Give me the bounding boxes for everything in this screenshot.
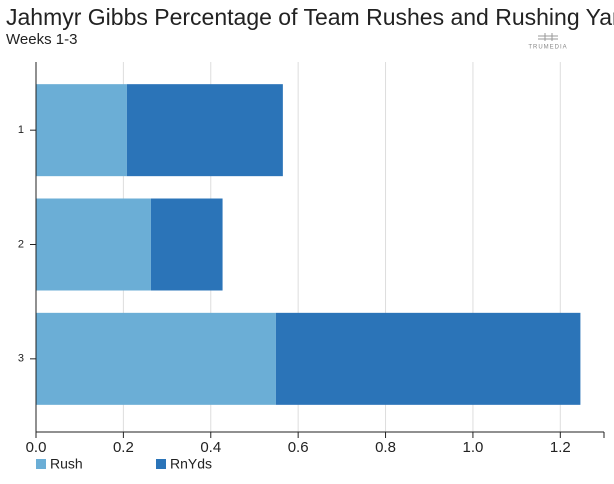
bar-segment	[126, 84, 283, 177]
y-tick-label: 1	[18, 124, 24, 136]
legend-swatch	[156, 459, 166, 469]
x-tick-label: 0.0	[26, 439, 47, 456]
bar-segment	[150, 198, 223, 291]
x-tick-label: 1.0	[462, 439, 483, 456]
chart-title: Jahmyr Gibbs Percentage of Team Rushes a…	[6, 4, 614, 30]
y-tick-label: 3	[18, 353, 24, 365]
y-tick-label: 2	[18, 238, 24, 250]
bar-segment	[36, 84, 127, 177]
logo-icon	[538, 33, 558, 41]
legend-swatch	[36, 459, 46, 469]
x-tick-label: 0.8	[375, 439, 396, 456]
chart-subtitle: Weeks 1-3	[6, 31, 77, 48]
bar-segment	[36, 198, 151, 291]
bar-segment	[36, 312, 276, 405]
x-tick-label: 0.6	[288, 439, 309, 456]
watermark: TRUMEDIA	[528, 45, 567, 51]
legend-label: RnYds	[170, 456, 212, 472]
x-tick-label: 0.2	[113, 439, 134, 456]
x-tick-label: 0.4	[200, 439, 221, 456]
x-tick-label: 1.2	[550, 439, 571, 456]
legend-label: Rush	[50, 456, 83, 472]
bar-segment	[275, 312, 581, 405]
